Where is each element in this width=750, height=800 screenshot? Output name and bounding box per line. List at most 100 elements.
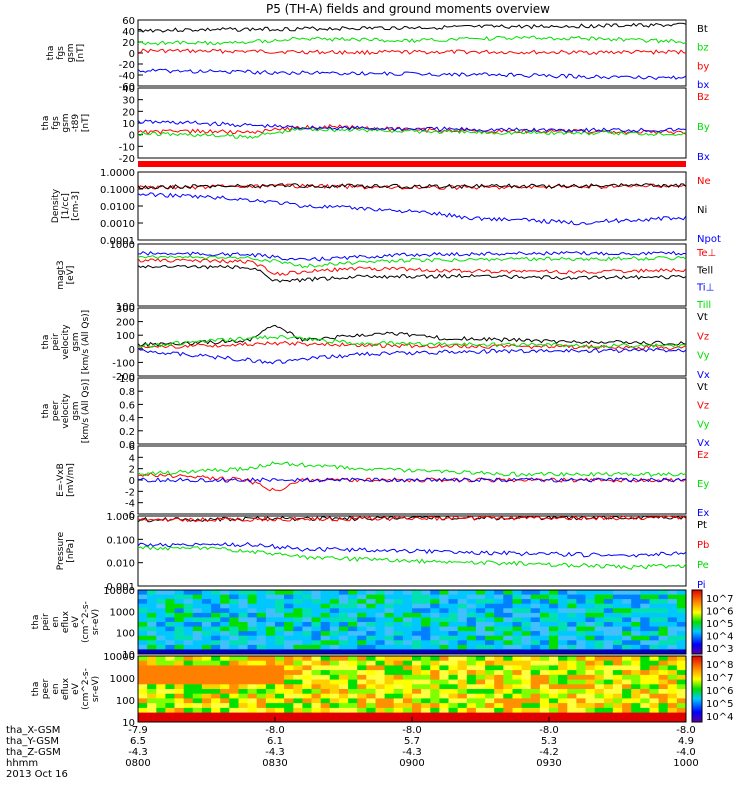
heatmap-cell [147,590,157,596]
legend-entry-Bx: Bx [697,152,710,163]
heatmap-cell [521,603,532,609]
heatmap-cell [521,649,532,655]
heatmap-cell [430,674,440,681]
heatmap-cell [512,693,523,699]
heatmap-cell [494,635,504,641]
heatmap-cell [247,698,258,704]
heatmap-cell [165,698,175,704]
heatmap-cell [612,703,623,709]
heatmap-cell [466,660,477,666]
heatmap-cell [466,612,477,618]
ytick-label: 100 [116,302,135,313]
heatmap-cell [466,603,477,609]
heatmap-cell [412,689,422,695]
heatmap-cell [558,703,568,709]
heatmap-cell [530,660,541,666]
heatmap-cell [430,656,440,662]
heatmap-cell [320,679,331,685]
legend-entry-Ex: Ex [697,508,709,519]
heatmap-cell [201,670,212,676]
heatmap-cell [320,665,331,671]
heatmap-cell [503,684,513,690]
heatmap-cell [622,698,632,704]
heatmap-cell [640,684,650,690]
heatmap-cell [430,631,440,637]
heatmap-cell [421,717,431,723]
heatmap-cell [430,689,440,695]
heatmap-cell [475,660,486,666]
heatmap-cell [485,603,495,609]
heatmap-cell [448,590,459,596]
heatmap-cell [192,603,203,609]
heatmap-cell [384,599,395,605]
heatmap-cell [265,712,276,718]
heatmap-cell [192,665,203,671]
heatmap-cell [594,703,605,709]
heatmap-cell [329,684,340,690]
heatmap-cell [384,656,395,662]
ylabel-line: eflux [61,677,71,700]
heatmap-cell [211,693,221,699]
heatmap-cell [247,640,258,646]
heatmap-cell [412,684,422,690]
heatmap-cell [485,674,495,681]
heatmap-cell [265,693,276,699]
heatmap-cell [466,665,477,671]
heatmap-cell [412,660,422,666]
heatmap-cell [183,670,194,676]
heatmap-cell [402,622,413,628]
heatmap-cell [567,612,577,618]
heatmap-cell [311,656,322,662]
heatmap-cell [622,665,632,671]
heatmap-cell [366,617,376,623]
heatmap-cell [329,603,340,609]
heatmap-cell [275,599,285,605]
heatmap-cell [174,703,185,709]
heatmap-cell [512,660,523,666]
heatmap-cell [549,679,559,685]
heatmap-cell [439,612,449,618]
heatmap-cell [138,693,148,699]
heatmap-cell [165,590,175,596]
xaxis-tick-value: 0900 [399,758,424,769]
heatmap-cell [165,622,175,628]
heatmap-cell [201,603,212,609]
heatmap-cell [558,689,568,695]
heatmap-cell [567,640,577,646]
heatmap-cell [402,640,413,646]
heatmap-cell [649,707,660,714]
heatmap-cell [594,626,605,632]
heatmap-cell [320,660,331,666]
heatmap-cell [539,674,550,681]
heatmap-cell [238,712,249,718]
heatmap-cell [366,590,376,596]
heatmap-cell [348,717,358,723]
heatmap-cell [622,590,632,596]
heatmap-cell [293,698,303,704]
heatmap-cell [366,631,376,637]
ytick-label: 1000 [110,607,135,618]
heatmap-cell [265,622,276,628]
heatmap-cell [612,594,623,600]
heatmap-cell [612,660,623,666]
heatmap-cell [658,622,669,628]
heatmap-cell [475,594,486,600]
heatmap-cell [612,670,623,676]
heatmap-cell [667,703,678,709]
heatmap-cell [201,717,212,723]
heatmap-cell [430,698,440,704]
heatmap-cell [567,689,577,695]
heatmap-cell [293,635,303,641]
heatmap-cell [603,594,614,600]
heatmap-cell [558,626,568,632]
heatmap-cell [375,689,386,695]
heatmap-cell [384,640,395,646]
ylabel-line: [mV/m] [66,463,76,497]
heatmap-cell [183,689,194,695]
heatmap-cell [558,693,568,699]
ytick-label: -20 [119,60,135,71]
heatmap-cell [466,590,477,596]
heatmap-cell [585,590,596,596]
heatmap-cell [475,626,486,632]
heatmap-cell [549,626,559,632]
